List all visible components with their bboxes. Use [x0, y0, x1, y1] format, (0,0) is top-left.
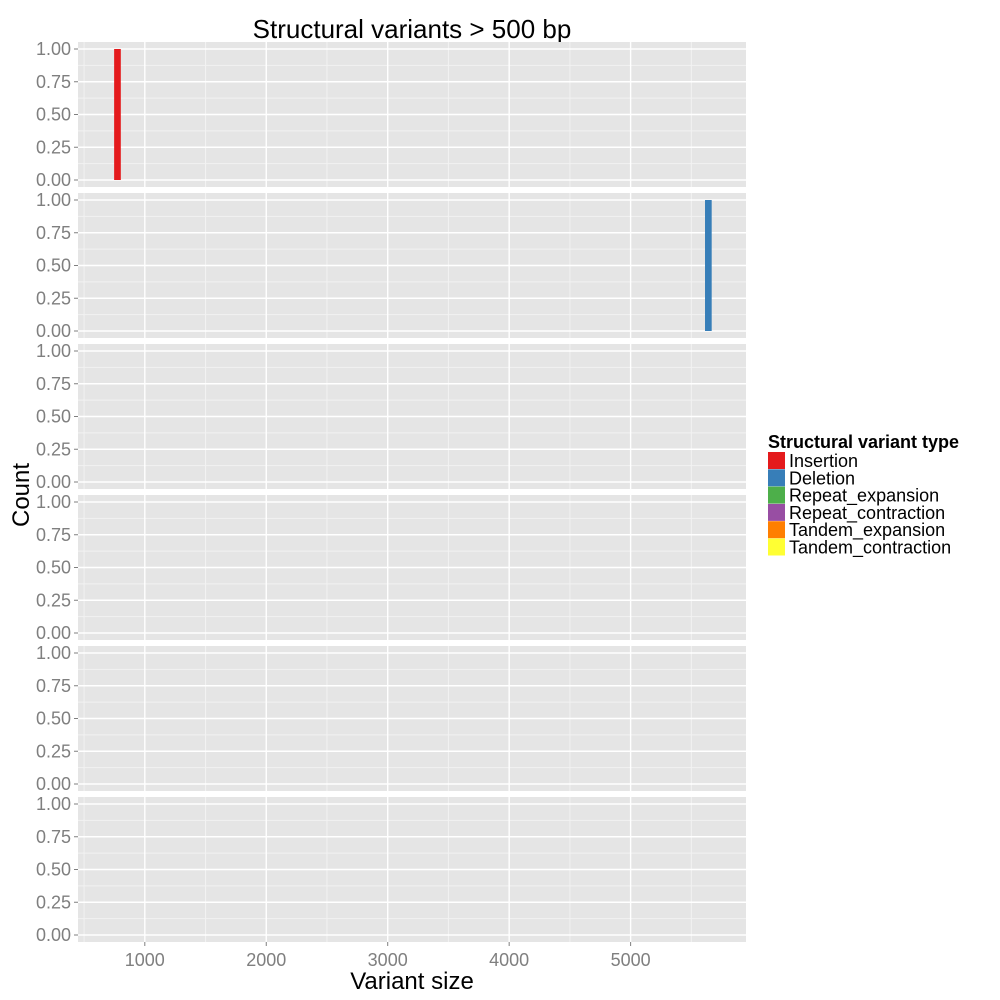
legend-swatch [768, 469, 785, 487]
legend-item: Repeat_contraction [768, 503, 945, 524]
y-tick-label: 0.75 [36, 374, 71, 394]
y-tick-label: 1.00 [36, 190, 71, 210]
facet-panel: 0.00 0.25 0.50 0.75 1.00 [36, 643, 746, 794]
legend-item: Deletion [768, 468, 855, 488]
y-tick-label: 1.00 [36, 643, 71, 663]
y-tick-label: 1.00 [36, 492, 71, 512]
y-tick-label: 0.00 [36, 774, 71, 794]
legend-label: Deletion [789, 468, 855, 488]
x-axis-title: Variant size [350, 968, 474, 995]
legend-swatch [768, 538, 785, 556]
y-tick-label: 0.50 [36, 105, 71, 125]
facet-panels: 0.000.250.500.751.000.000.250.500.751.00… [36, 39, 746, 945]
y-tick-label: 0.25 [36, 137, 71, 157]
y-tick-label: 1.00 [36, 341, 71, 361]
y-tick-label: 0.25 [36, 439, 71, 459]
legend-item: Insertion [768, 451, 858, 471]
x-tick-label: 4000 [489, 950, 529, 970]
legend-items: InsertionDeletionRepeat_expansionRepeat_… [768, 451, 951, 559]
legend-item: Repeat_expansion [768, 486, 939, 507]
y-tick-label: 0.50 [36, 558, 71, 578]
legend-swatch [768, 452, 785, 469]
y-tick-label: 0.50 [36, 256, 71, 276]
legend-swatch [768, 503, 785, 521]
y-tick-label: 0.75 [36, 676, 71, 696]
y-tick-label: 0.00 [36, 321, 71, 341]
y-tick-label: 1.00 [36, 39, 71, 59]
legend: Structural variant type InsertionDeletio… [768, 432, 959, 559]
y-tick-label: 0.75 [36, 827, 71, 847]
y-tick-label: 0.00 [36, 623, 71, 643]
x-tick-label: 3000 [368, 950, 408, 970]
y-tick-label: 0.25 [36, 590, 71, 610]
x-tick-label: 5000 [611, 950, 651, 970]
y-tick-label: 0.50 [36, 709, 71, 729]
legend-label: Tandem_expansion [789, 520, 945, 541]
legend-label: Tandem_contraction [789, 538, 951, 559]
x-tick-label: 2000 [246, 950, 286, 970]
y-tick-label: 0.50 [36, 407, 71, 427]
facet-panel: 0.00 0.25 0.50 0.75 1.00 [36, 190, 746, 341]
y-tick-label: 0.75 [36, 525, 71, 545]
y-tick-label: 0.00 [36, 925, 71, 945]
y-tick-label: 0.25 [36, 288, 71, 308]
y-tick-label: 0.25 [36, 892, 71, 912]
facet-panel: 0.00 0.25 0.50 0.75 1.00 [36, 794, 746, 945]
legend-item: Tandem_contraction [768, 538, 951, 559]
x-axis: 1000 2000 3000 4000 5000 [125, 942, 651, 970]
facet-panel: 0.00 0.25 0.50 0.75 1.00 [36, 39, 746, 190]
chart-title: Structural variants > 500 bp [253, 14, 572, 44]
y-tick-label: 0.75 [36, 223, 71, 243]
y-tick-label: 1.00 [36, 794, 71, 814]
legend-label: Repeat_contraction [789, 503, 945, 524]
legend-label: Insertion [789, 451, 858, 471]
y-tick-label: 0.00 [36, 170, 71, 190]
bar [114, 49, 121, 180]
legend-swatch [768, 486, 785, 504]
legend-swatch [768, 521, 785, 539]
y-tick-label: 0.00 [36, 472, 71, 492]
y-tick-label: 0.75 [36, 72, 71, 92]
facet-panel: 0.00 0.25 0.50 0.75 1.00 [36, 341, 746, 492]
y-tick-label: 0.25 [36, 741, 71, 761]
facet-panel: 0.00 0.25 0.50 0.75 1.00 [36, 492, 746, 643]
bar [705, 200, 712, 331]
y-axis-title: Count [8, 463, 35, 527]
legend-title: Structural variant type [768, 432, 959, 452]
y-tick-label: 0.50 [36, 860, 71, 880]
legend-label: Repeat_expansion [789, 486, 939, 507]
x-tick-label: 1000 [125, 950, 165, 970]
legend-item: Tandem_expansion [768, 520, 945, 541]
